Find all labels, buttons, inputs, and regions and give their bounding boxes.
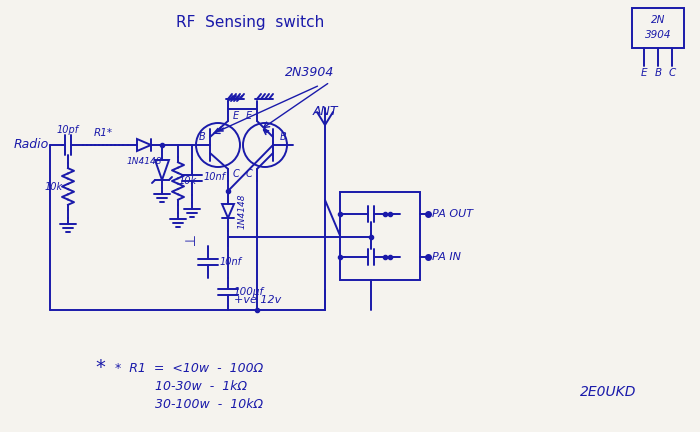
Text: 3904: 3904 — [645, 30, 671, 40]
Text: RF  Sensing  switch: RF Sensing switch — [176, 15, 324, 29]
Text: 2N3904: 2N3904 — [286, 66, 335, 79]
Text: 10-30w  -  1kΩ: 10-30w - 1kΩ — [155, 379, 247, 393]
Text: *  R1  =  <10w  -  100Ω: * R1 = <10w - 100Ω — [115, 362, 263, 375]
Text: E: E — [246, 111, 252, 121]
Text: PA OUT: PA OUT — [432, 209, 473, 219]
Text: C: C — [245, 169, 252, 179]
Text: 1N4148: 1N4148 — [238, 193, 247, 229]
Bar — [632, 8, 684, 48]
Bar — [340, 192, 420, 280]
Text: C: C — [668, 68, 676, 78]
Text: 10pf: 10pf — [57, 125, 79, 135]
Text: +ve 12v: +ve 12v — [234, 295, 281, 305]
Text: 1N4148: 1N4148 — [126, 158, 162, 166]
Text: C: C — [233, 169, 239, 179]
Text: 10nf: 10nf — [204, 172, 226, 182]
Text: R1*: R1* — [93, 128, 113, 138]
Text: PA IN: PA IN — [432, 252, 461, 262]
Text: E: E — [640, 68, 648, 78]
Text: 10nf: 10nf — [220, 257, 242, 267]
Text: ⊣: ⊣ — [184, 235, 196, 249]
Text: B: B — [279, 132, 286, 142]
Text: E: E — [233, 111, 239, 121]
Text: 2N: 2N — [651, 15, 665, 25]
Text: 2E0UKD: 2E0UKD — [580, 385, 636, 399]
Text: ANT: ANT — [312, 105, 337, 118]
Text: 10k: 10k — [45, 182, 63, 192]
Text: 10k: 10k — [179, 176, 197, 186]
Text: B: B — [654, 68, 661, 78]
Text: B: B — [199, 132, 205, 142]
Text: 100μf: 100μf — [233, 287, 263, 297]
Text: Radio: Radio — [14, 139, 49, 152]
Text: *: * — [95, 359, 105, 378]
Text: 30-100w  -  10kΩ: 30-100w - 10kΩ — [155, 397, 263, 410]
